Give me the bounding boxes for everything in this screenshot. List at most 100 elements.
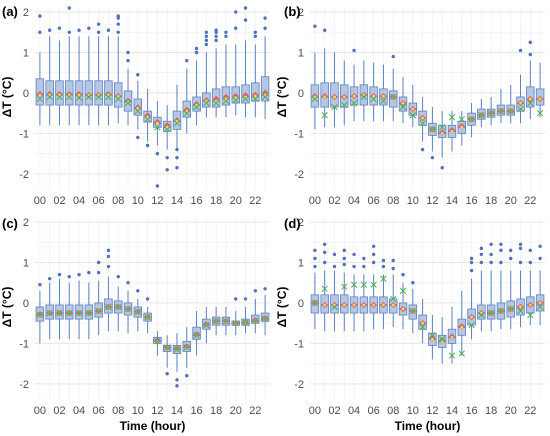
outlier-point	[106, 28, 111, 32]
cross-stroke	[439, 336, 446, 343]
outlier-point	[224, 30, 228, 34]
cross-stroke	[536, 110, 544, 117]
cross-stroke	[36, 95, 44, 103]
cross-stroke	[144, 313, 151, 321]
cross-stroke	[517, 307, 524, 315]
outlier-point	[528, 248, 533, 253]
cross-marker	[507, 107, 514, 115]
outlier-point	[469, 268, 474, 273]
cross-marker	[350, 281, 358, 288]
outlier-point	[528, 52, 533, 57]
cross-marker	[458, 116, 465, 123]
cross-stroke	[399, 287, 407, 294]
median-point	[362, 303, 366, 307]
cross-stroke	[144, 116, 151, 123]
cross-stroke	[419, 324, 426, 331]
cross-marker	[331, 303, 338, 311]
cross-marker	[115, 95, 122, 103]
outlier-point	[499, 242, 503, 246]
cross-marker	[370, 281, 377, 288]
cross-marker	[124, 305, 132, 313]
cross-stroke	[390, 93, 397, 101]
outlier-point	[322, 242, 327, 246]
outlier-point	[47, 28, 52, 32]
cross-stroke	[85, 93, 93, 101]
x-tick-label: 00	[309, 195, 321, 207]
median-point	[352, 303, 356, 307]
outlier-point	[479, 260, 484, 265]
cross-stroke	[66, 309, 73, 317]
median-point	[136, 106, 140, 110]
outlier-point	[479, 252, 484, 257]
median-point	[538, 97, 542, 101]
outlier-point	[391, 54, 395, 59]
cross-marker	[497, 107, 505, 115]
cross-stroke	[458, 116, 465, 123]
cross-marker	[390, 93, 397, 101]
cross-stroke	[232, 320, 239, 327]
outlier-point	[313, 24, 317, 28]
cross-stroke	[124, 99, 132, 107]
outlier-point	[106, 248, 111, 253]
median-point	[528, 303, 532, 307]
cross-stroke	[46, 93, 53, 101]
outlier-point	[77, 272, 81, 277]
outlier-point	[313, 248, 317, 253]
x-axis-title: Time (hour)	[395, 419, 461, 433]
y-tick-label: -1	[19, 128, 29, 140]
cross-marker	[66, 93, 73, 101]
panel-label: (b)	[284, 4, 301, 19]
x-tick-label: 02	[328, 405, 340, 417]
cross-marker	[124, 99, 132, 107]
cross-marker	[341, 283, 348, 290]
x-tick-label: 08	[112, 405, 124, 417]
cross-stroke	[429, 332, 436, 339]
median-point	[77, 93, 81, 97]
outlier-point	[322, 250, 327, 255]
cross-marker	[261, 93, 269, 101]
cross-stroke	[419, 120, 426, 127]
cross-marker	[261, 315, 269, 323]
outlier-point	[67, 30, 71, 34]
x-tick-label: 04	[348, 405, 360, 417]
cross-stroke	[350, 99, 358, 107]
outlier-point	[362, 264, 366, 269]
median-point	[323, 303, 327, 307]
outlier-point	[243, 18, 248, 22]
x-tick-label: 10	[407, 195, 419, 207]
cross-stroke	[105, 93, 112, 101]
cross-marker	[419, 324, 426, 331]
cross-marker	[311, 299, 319, 307]
x-tick-label: 12	[151, 195, 163, 207]
cross-marker	[448, 352, 456, 359]
outlier-point	[371, 260, 376, 265]
cross-stroke	[164, 126, 171, 133]
x-tick-label: 12	[426, 195, 438, 207]
outlier-point	[67, 6, 71, 10]
outlier-point	[155, 151, 160, 156]
cross-marker	[164, 126, 171, 133]
outlier-point	[175, 147, 179, 152]
cross-stroke	[331, 103, 338, 111]
y-tick-label: 0	[23, 298, 29, 310]
x-tick-label: 10	[407, 405, 419, 417]
x-tick-label: 08	[387, 405, 399, 417]
cross-stroke	[360, 281, 368, 288]
cross-marker	[134, 107, 141, 115]
y-tick-label: -1	[19, 338, 29, 350]
outlier-point	[342, 256, 346, 261]
outlier-point	[185, 58, 189, 63]
outlier-point	[381, 258, 386, 263]
outlier-point	[204, 30, 209, 34]
y-tick-label: 0	[298, 298, 304, 310]
cross-marker	[154, 338, 161, 345]
cross-marker	[46, 309, 53, 317]
cross-marker	[399, 287, 407, 294]
cross-stroke	[95, 307, 102, 315]
cross-marker	[36, 95, 44, 103]
cross-marker	[350, 99, 358, 107]
x-tick-label: 04	[348, 195, 360, 207]
median-point	[460, 125, 464, 129]
outlier-point	[175, 378, 179, 382]
cross-stroke	[242, 95, 249, 103]
